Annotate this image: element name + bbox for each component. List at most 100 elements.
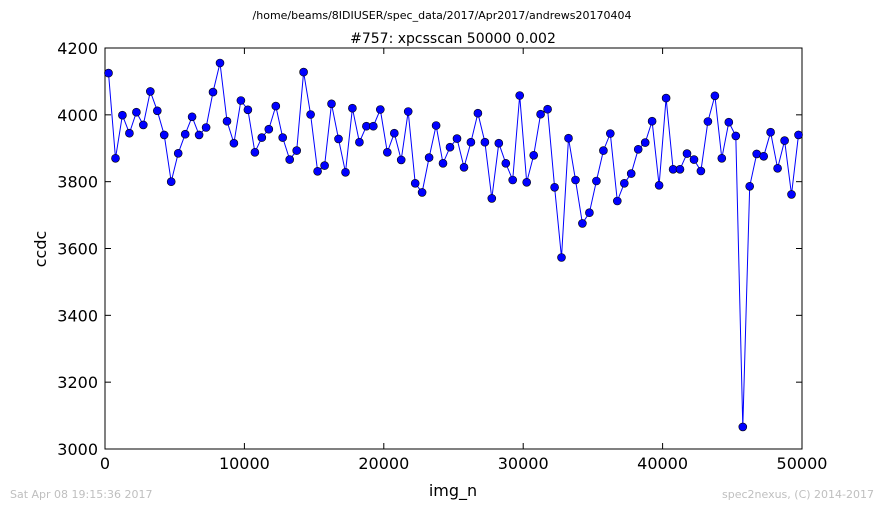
data-point <box>780 136 789 145</box>
data-point <box>166 177 176 186</box>
data-point <box>578 219 587 228</box>
data-point <box>320 161 329 170</box>
data-point <box>515 91 525 100</box>
footer-credit: spec2nexus, (C) 2014-2017 <box>722 488 874 501</box>
data-point <box>417 188 427 197</box>
data-point <box>257 133 267 142</box>
data-point <box>355 137 364 147</box>
data-point <box>424 153 434 162</box>
data-point <box>292 146 302 155</box>
x-tick-label: 50000 <box>777 454 828 473</box>
data-point <box>682 149 692 158</box>
y-tick-label: 3000 <box>57 440 98 459</box>
data-point <box>647 116 657 126</box>
data-point <box>348 103 357 113</box>
data-point <box>375 105 385 114</box>
data-point <box>118 110 127 120</box>
data-point <box>445 142 455 152</box>
data-point <box>592 176 601 186</box>
y-tick-label: 4000 <box>57 106 98 125</box>
data-point <box>675 165 685 174</box>
data-point <box>389 128 399 138</box>
data-point <box>222 116 232 126</box>
y-tick-label: 4200 <box>57 39 98 58</box>
data-point <box>208 87 218 97</box>
data-point <box>529 151 539 160</box>
data-point <box>633 145 643 154</box>
data-point <box>557 253 566 262</box>
ticks-layer: 0 10000 20000 30000 40000 50000 3000 3200 3400 36… <box>57 39 827 473</box>
data-point <box>536 109 545 119</box>
data-point <box>153 106 162 116</box>
data-point <box>710 91 720 101</box>
data-point <box>738 422 748 432</box>
data-point <box>640 138 650 147</box>
data-point <box>180 129 190 139</box>
chart-title: #757: xpcsscan 50000 0.002 <box>350 31 556 47</box>
data-point <box>585 208 594 217</box>
data-point <box>696 166 706 176</box>
data-point <box>431 121 441 130</box>
x-tick-label: 30000 <box>498 454 549 473</box>
data-point <box>473 108 483 118</box>
data-point <box>403 107 413 116</box>
data-point <box>368 121 378 131</box>
data-point <box>605 129 615 138</box>
data-point <box>717 154 727 163</box>
data-point <box>794 130 803 140</box>
x-tick-label: 40000 <box>637 454 688 473</box>
data-point <box>745 182 755 191</box>
data-point <box>327 99 336 109</box>
data-point <box>661 93 671 103</box>
data-point <box>306 110 315 119</box>
data-point <box>731 131 741 141</box>
data-point <box>236 96 246 105</box>
data-point <box>543 104 552 114</box>
series-layer <box>104 58 803 432</box>
data-point <box>438 159 448 168</box>
data-point <box>459 163 469 172</box>
data-point <box>501 159 511 168</box>
data-point <box>264 124 274 134</box>
data-point <box>299 67 308 77</box>
x-tick-label: 20000 <box>358 454 409 473</box>
data-point <box>243 105 253 115</box>
y-tick-label: 3400 <box>57 306 98 325</box>
data-point <box>111 154 120 163</box>
plot-frame <box>104 47 803 450</box>
data-point <box>452 134 462 143</box>
x-tick-label: 0 <box>100 454 110 473</box>
data-point <box>173 149 183 158</box>
data-point <box>654 181 664 190</box>
data-point <box>104 68 113 78</box>
series-line <box>108 62 799 427</box>
data-point <box>599 146 608 155</box>
data-point <box>487 194 497 203</box>
data-point <box>619 179 629 188</box>
data-point <box>466 137 476 147</box>
data-point <box>508 175 518 185</box>
data-point <box>522 178 532 187</box>
data-point <box>382 148 392 157</box>
data-point <box>250 148 260 157</box>
x-axis-label: img_n <box>429 481 477 501</box>
data-point <box>759 152 769 161</box>
data-point <box>125 128 134 138</box>
data-point <box>612 196 622 206</box>
footer-timestamp: Sat Apr 08 19:15:36 2017 <box>10 488 152 501</box>
data-point <box>215 58 225 68</box>
data-point <box>334 134 343 144</box>
data-point <box>229 138 239 148</box>
file-path-label: /home/beams/8IDIUSER/spec_data/2017/Apr2… <box>253 9 632 22</box>
data-point <box>187 112 197 122</box>
y-axis-label: ccdc <box>31 231 50 268</box>
data-point <box>626 169 636 178</box>
data-point <box>278 133 288 142</box>
data-point <box>494 138 504 148</box>
data-point <box>396 155 406 165</box>
y-tick-label: 3800 <box>57 173 98 192</box>
data-point <box>480 137 490 147</box>
data-point <box>703 117 713 126</box>
